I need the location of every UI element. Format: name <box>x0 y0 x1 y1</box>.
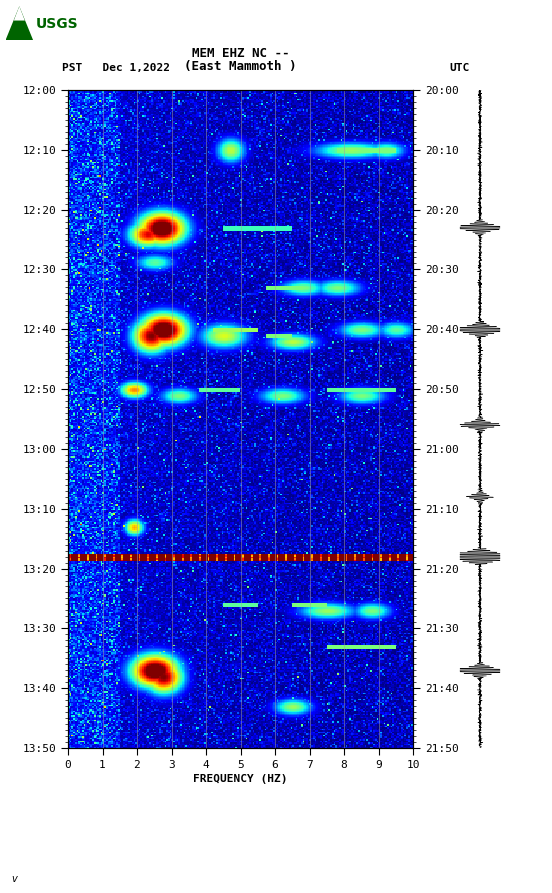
Polygon shape <box>6 6 33 40</box>
Text: MEM EHZ NC --: MEM EHZ NC -- <box>192 47 289 60</box>
Text: $v$: $v$ <box>11 874 19 884</box>
X-axis label: FREQUENCY (HZ): FREQUENCY (HZ) <box>193 774 288 784</box>
Text: USGS: USGS <box>36 17 78 31</box>
Text: (East Mammoth ): (East Mammoth ) <box>184 60 297 73</box>
Text: PST   Dec 1,2022: PST Dec 1,2022 <box>62 63 171 73</box>
Polygon shape <box>14 6 25 21</box>
Text: UTC: UTC <box>449 63 469 73</box>
